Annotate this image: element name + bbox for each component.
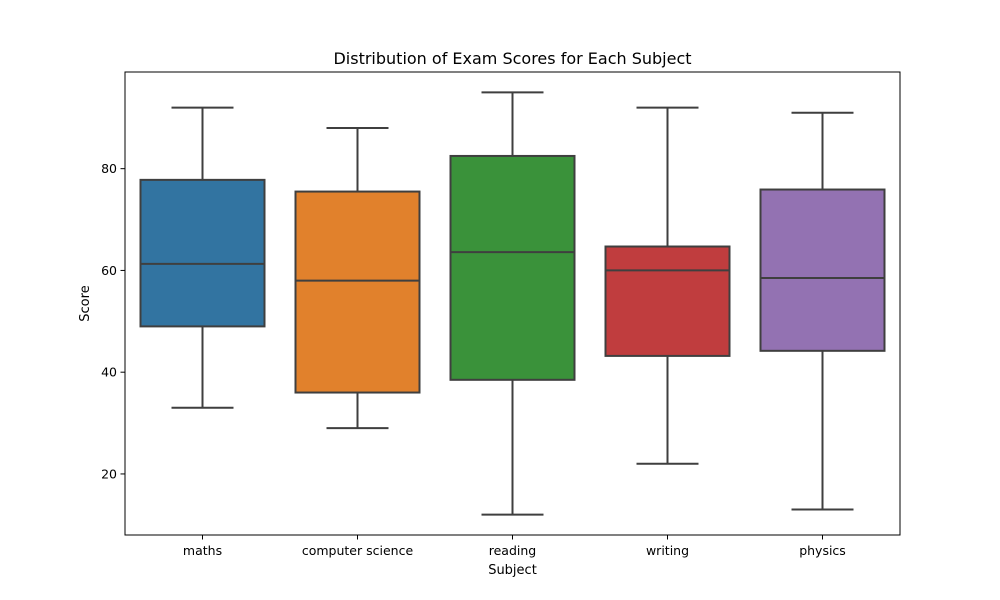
box-computer-science bbox=[294, 190, 421, 394]
box-maths bbox=[139, 178, 266, 328]
box-writing bbox=[604, 245, 731, 357]
x-tick-label: physics bbox=[799, 543, 846, 558]
x-tick-label: computer science bbox=[302, 543, 414, 558]
plot-area: 20 40 60 80 maths computer science reading writ… bbox=[101, 91, 886, 558]
box-physics bbox=[759, 188, 886, 352]
box-reading bbox=[449, 154, 576, 381]
x-tick-label: writing bbox=[646, 543, 689, 558]
y-tick-label: 60 bbox=[101, 263, 117, 278]
y-tick-label: 40 bbox=[101, 365, 117, 380]
plot-frame bbox=[124, 71, 901, 536]
y-tick-label: 80 bbox=[101, 161, 117, 176]
y-axis-label: Score bbox=[78, 285, 93, 321]
x-axis-label: Subject bbox=[488, 563, 537, 578]
chart-title: Distribution of Exam Scores for Each Sub… bbox=[333, 49, 691, 68]
y-tick-label: 20 bbox=[101, 466, 117, 481]
x-tick-label: maths bbox=[183, 543, 222, 558]
x-tick-label: reading bbox=[489, 543, 536, 558]
